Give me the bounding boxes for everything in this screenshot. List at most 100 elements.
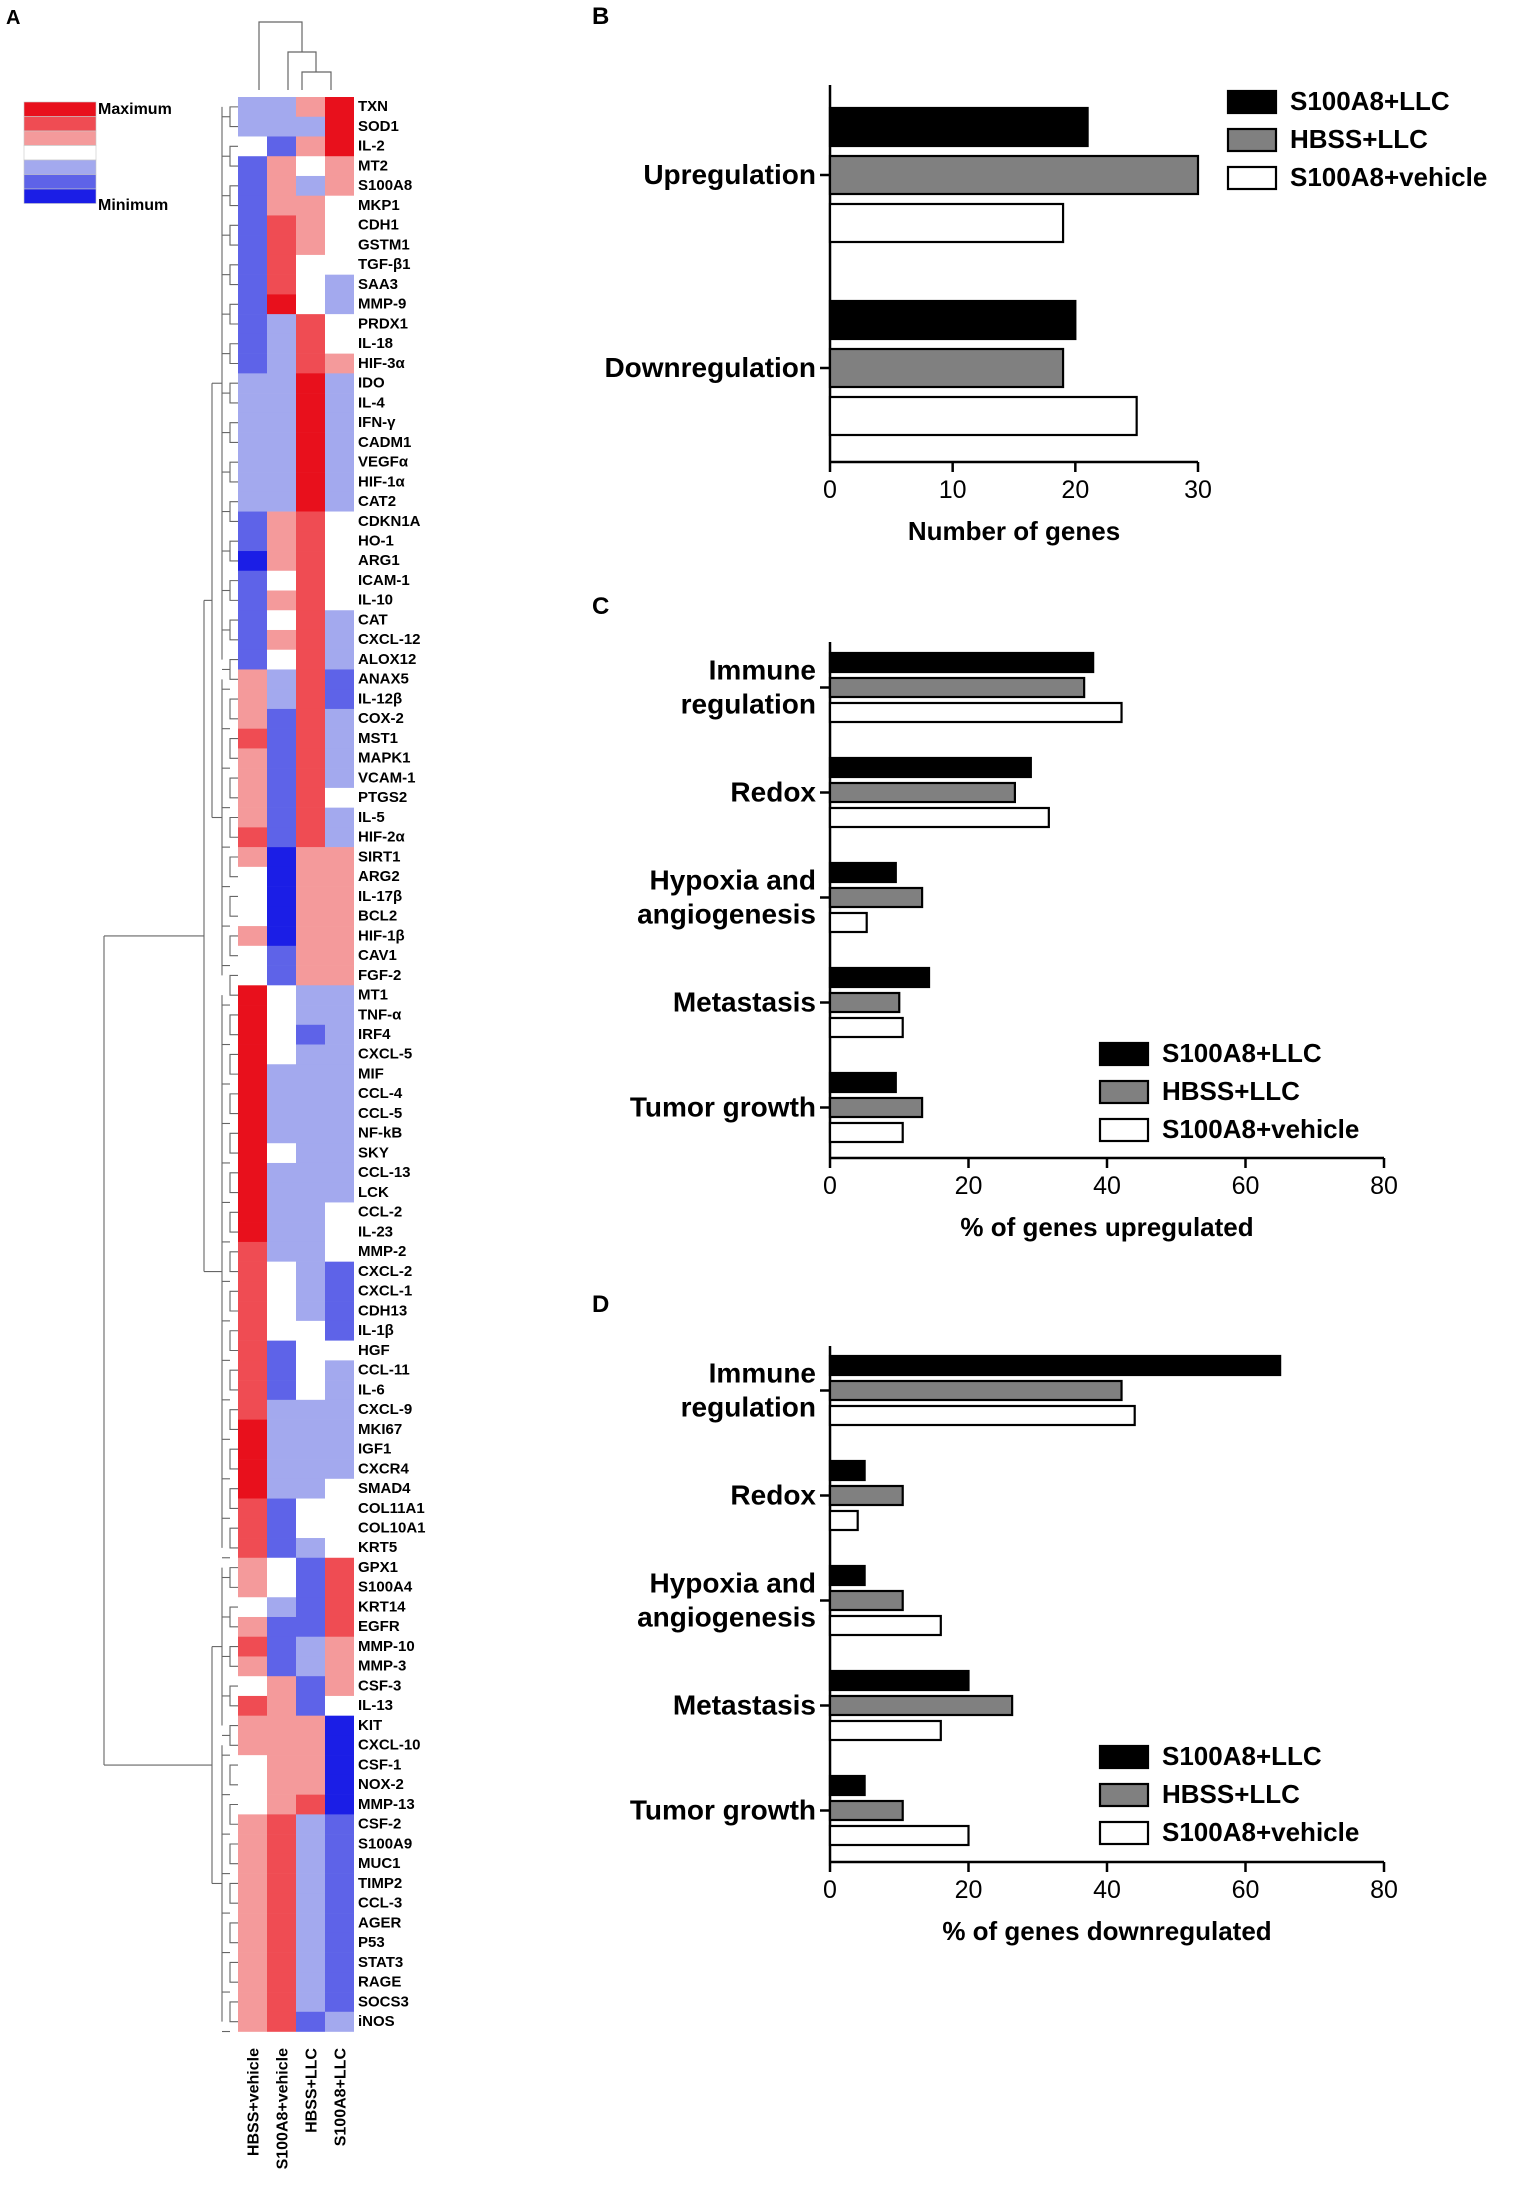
heatmap-cell	[238, 1735, 267, 1756]
heatmap-cell	[296, 1202, 325, 1223]
heatmap-cell	[325, 1853, 354, 1874]
dendrogram-branch	[229, 1369, 238, 1391]
category-label: regulation	[681, 1392, 816, 1423]
gene-label: IL-12β	[358, 690, 402, 707]
heatmap-cell	[238, 314, 267, 335]
heatmap-cell	[296, 333, 325, 354]
heatmap-cell	[267, 294, 296, 315]
heatmap-cell	[238, 1301, 267, 1322]
x-tick-label: 60	[1232, 1876, 1260, 1904]
heatmap-cell	[296, 1853, 325, 1874]
gene-label: CXCL-10	[358, 1737, 421, 1754]
heatmap-cell	[238, 1695, 267, 1716]
heatmap-cell	[325, 1320, 354, 1341]
heatmap-cell	[325, 965, 354, 986]
heatmap-cell	[238, 610, 267, 631]
gene-label: IL-18	[358, 335, 393, 352]
heatmap-cell	[296, 1261, 325, 1282]
heatmap-cell	[296, 866, 325, 887]
heatmap-cell	[267, 1399, 296, 1420]
heatmap-cell	[296, 274, 325, 295]
panel-label-d: D	[592, 1291, 609, 1318]
heatmap-cell	[267, 2011, 296, 2032]
dendrogram-branch	[229, 1093, 238, 1115]
x-tick-label: 0	[823, 476, 837, 504]
heatmap-cell	[296, 827, 325, 848]
dendrogram-branch	[229, 1290, 238, 1312]
heatmap-cell	[238, 1380, 267, 1401]
bar-hypoxia-and-angiogenesis-s100a8-vehicle	[828, 1614, 942, 1637]
heatmap-cell	[267, 1538, 296, 1559]
heatmap-cell	[296, 1636, 325, 1657]
heatmap-cell	[325, 1340, 354, 1361]
category-label: angiogenesis	[637, 1602, 816, 1633]
dendrogram-branch	[229, 1330, 238, 1352]
heatmap-cell	[238, 432, 267, 453]
dendrogram-branch	[229, 1488, 238, 1509]
heatmap-cell	[325, 570, 354, 591]
heatmap-cell	[267, 1676, 296, 1697]
heatmap-cell	[325, 1656, 354, 1677]
heatmap-cell	[238, 807, 267, 828]
x-tick-label: 0	[823, 1172, 837, 1200]
heatmap-cell	[325, 787, 354, 808]
gene-label: MMP-13	[358, 1796, 415, 1813]
heatmap-cell	[238, 274, 267, 295]
heatmap-cell	[238, 1518, 267, 1539]
heatmap-cell	[296, 1380, 325, 1401]
heatmap-cell	[296, 452, 325, 473]
heatmap-cell	[267, 393, 296, 414]
heatmap-cell	[267, 1202, 296, 1223]
gene-label: SIRT1	[358, 848, 401, 865]
heatmap-cell	[325, 1103, 354, 1124]
gene-label: GSTM1	[358, 236, 410, 253]
heatmap-cell	[267, 1222, 296, 1243]
heatmap-cell	[325, 1755, 354, 1776]
bar-metastasis-s100a8-vehicle	[828, 1016, 904, 1039]
gene-label: CCL-13	[358, 1164, 411, 1181]
heatmap-cell	[238, 1162, 267, 1183]
heatmap-cell	[267, 1913, 296, 1934]
heatmap-cell	[267, 116, 296, 137]
heatmap-cell	[267, 314, 296, 335]
heatmap-cell	[267, 472, 296, 493]
gene-label: MST1	[358, 730, 398, 747]
bar-tumor-growth-hbss-llc	[828, 1799, 904, 1822]
gene-label: FGF-2	[358, 967, 401, 984]
gene-label: CDH1	[358, 217, 399, 234]
heatmap-cell	[238, 926, 267, 947]
heatmap-cell	[267, 353, 296, 374]
gene-label: P53	[358, 1934, 385, 1951]
heatmap-cell	[267, 1320, 296, 1341]
heatmap-cell	[267, 1972, 296, 1993]
bar-redox-hbss-llc	[828, 1484, 904, 1507]
heatmap-cell	[296, 728, 325, 749]
heatmap-cell	[296, 847, 325, 868]
heatmap-cell	[325, 985, 354, 1006]
heatmap-cell	[267, 748, 296, 769]
heatmap-cell	[296, 1932, 325, 1953]
heatmap-cell	[296, 551, 325, 572]
gene-expression-heatmap: TXN SOD1 IL-2 MT2 S100A8 MKP1 CDH1 GSTM1 TGF-β1 S…	[238, 97, 426, 2169]
heatmap-cell	[267, 1301, 296, 1322]
gene-label: TIMP2	[358, 1875, 402, 1892]
gene-label: KIT	[358, 1717, 382, 1734]
heatmap-cell	[325, 1498, 354, 1519]
heatmap-cell	[325, 1893, 354, 1914]
heatmap-cell	[325, 866, 354, 887]
heatmap-cell	[267, 1636, 296, 1657]
gene-label: CAT2	[358, 493, 396, 510]
heatmap-cell	[238, 1814, 267, 1835]
heatmap-cell	[267, 708, 296, 729]
heatmap-cell	[325, 432, 354, 453]
heatmap-cell	[296, 531, 325, 552]
heatmap-column-label: HBSS+LLC	[304, 2048, 321, 2133]
category-label: Immune	[709, 1358, 816, 1389]
heatmap-cell	[238, 985, 267, 1006]
heatmap-cell	[238, 393, 267, 414]
bar-downregulation-hbss-llc	[828, 347, 1065, 389]
heatmap-cell	[325, 1597, 354, 1618]
heatmap-cell	[238, 1715, 267, 1736]
bar-hypoxia-and-angiogenesis-hbss-llc	[828, 886, 924, 909]
